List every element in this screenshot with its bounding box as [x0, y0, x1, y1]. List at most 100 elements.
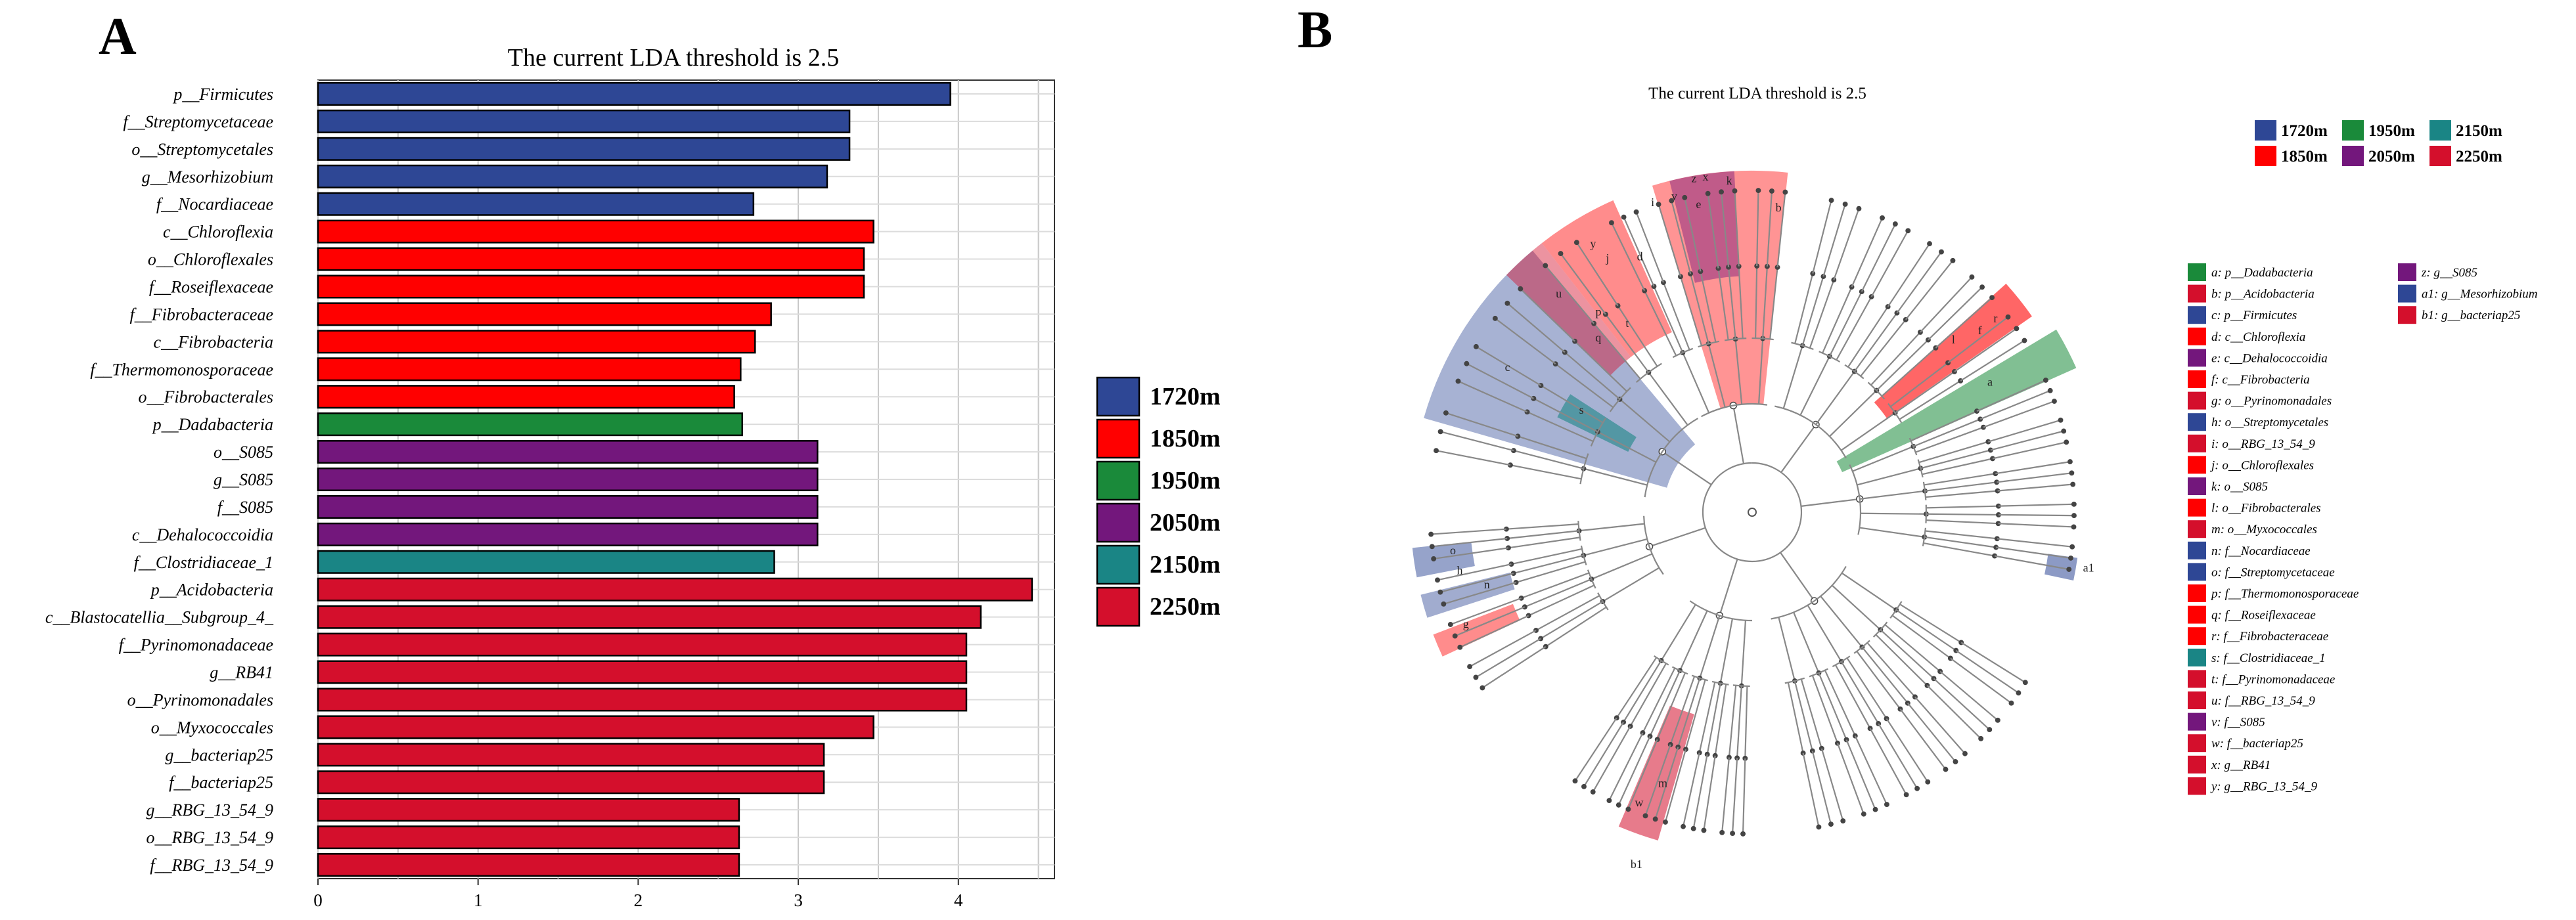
tree-branch: [1629, 663, 1667, 727]
tree-node: [1987, 727, 1993, 732]
key-label: n: f__Nocardiaceae: [2211, 544, 2311, 558]
tree-node: [2005, 314, 2011, 320]
legend-swatch: [1096, 418, 1141, 459]
tree-node: [2064, 439, 2069, 445]
tree-branch: [1818, 672, 1847, 740]
tree-node: [2051, 399, 2057, 404]
clade-label: n: [1484, 578, 1490, 591]
clade-label: p: [1596, 305, 1602, 318]
tree-arc: [1643, 515, 1664, 575]
tree-branch: [1734, 339, 1743, 405]
tree-node: [2071, 513, 2077, 519]
tree-branch: [1513, 554, 1584, 575]
tree-node: [1978, 735, 1984, 741]
tree-branch: [1766, 190, 1773, 267]
tree-node: [1840, 818, 1846, 824]
tree-branch: [1574, 717, 1617, 781]
tree-node: [2069, 470, 2075, 476]
tree-branch: [1450, 597, 1522, 626]
category-label: o__Chloroflexales: [148, 250, 273, 269]
tree-node: [1880, 215, 1886, 221]
tree-branch: [1528, 584, 1594, 617]
clade-label: s: [1579, 403, 1584, 416]
tree-branch: [1466, 362, 1534, 399]
tree-arc: [1909, 437, 1918, 456]
key-label: m: o__Myxococcales: [2211, 523, 2317, 537]
clade-label: k: [1727, 174, 1732, 187]
tree-branch: [1896, 251, 1942, 314]
clade-label: a: [1987, 376, 1993, 389]
tree-branch: [1894, 371, 1955, 414]
legend-label: 1950m: [1150, 467, 1221, 494]
tree-branch: [1540, 385, 1604, 424]
bar: [317, 330, 756, 354]
legend-label: 2050m: [1150, 509, 1221, 537]
tree-branch: [1583, 538, 1648, 556]
bar: [317, 247, 865, 271]
clade-label: b: [1776, 201, 1782, 214]
tree-branch: [1738, 266, 1744, 339]
tree-branch: [1610, 222, 1646, 292]
tree-branch: [1510, 464, 1582, 480]
tree-branch: [1824, 670, 1856, 737]
tree-branch: [1899, 603, 1962, 644]
tree-node: [1621, 214, 1627, 220]
tree-branch: [1990, 430, 2064, 451]
tree-branch: [1513, 450, 1584, 470]
tree-branch: [1661, 450, 1712, 485]
tree-branch: [1926, 513, 1999, 516]
key-label: a: p__Dadabacteria: [2211, 266, 2313, 280]
tree-branch: [1728, 685, 1737, 758]
tree-node: [1995, 717, 2000, 723]
tree-branch: [1886, 718, 1929, 783]
tree-branch: [1507, 530, 1579, 540]
tree-branch: [1469, 629, 1537, 668]
tree-branch: [1856, 651, 1901, 710]
clade-label: u: [1556, 287, 1562, 300]
tree-branch: [1682, 352, 1710, 414]
tree-node: [1905, 228, 1911, 234]
tree-branch: [1440, 431, 1514, 452]
tree-node: [2016, 690, 2022, 696]
bar: [317, 577, 1033, 602]
tree-branch: [1623, 217, 1655, 287]
tree-node: [1701, 827, 1707, 833]
category-label: o__Streptomycetales: [131, 140, 273, 159]
tree-branch: [1517, 435, 1587, 460]
tree-branch: [1736, 686, 1742, 758]
key-swatch: [2188, 391, 2206, 410]
tree-branch: [1644, 744, 1671, 816]
tree-node: [2069, 544, 2075, 550]
tree-node: [1755, 188, 1761, 194]
tree-branch: [1616, 657, 1658, 718]
clade-label: f: [1978, 324, 1982, 337]
tree-branch: [1527, 411, 1594, 443]
tree-node: [1473, 343, 1479, 349]
tree-branch: [1859, 527, 1925, 538]
category-label: f__Roseiflexaceae: [149, 277, 273, 296]
tree-branch: [1516, 561, 1586, 584]
tree-node: [1732, 188, 1738, 194]
tree-branch: [1880, 629, 1935, 680]
tree-branch: [1535, 595, 1600, 631]
bar: [317, 81, 951, 106]
tree-branch: [1887, 243, 1930, 307]
tree-branch: [1799, 356, 1830, 416]
key-label: t: f__Pyrinomonadaceae: [2211, 672, 2335, 686]
tree-node: [1581, 783, 1587, 789]
tree-branch: [1654, 747, 1679, 820]
tree-branch: [1955, 649, 2020, 694]
key-label: c: p__Firmicutes: [2211, 309, 2297, 322]
tree-branch: [1997, 538, 2073, 548]
clade-highlight: [1836, 329, 2077, 472]
key-label: e: c__Dehalococcoidia: [2211, 351, 2328, 365]
tree-branch: [1690, 273, 1709, 344]
tree-node: [1429, 544, 1435, 550]
tree-branch: [1602, 567, 1660, 602]
cladogram-key: a: p__Dadabacteria b: p__Acidobacteria c: …: [2188, 263, 2537, 795]
tree-node: [1690, 825, 1696, 831]
key-label: x: g__RB41: [2211, 758, 2271, 772]
tree-branch: [1861, 646, 1909, 704]
tree-branch: [1820, 596, 1863, 648]
tree-branch: [1794, 680, 1813, 751]
